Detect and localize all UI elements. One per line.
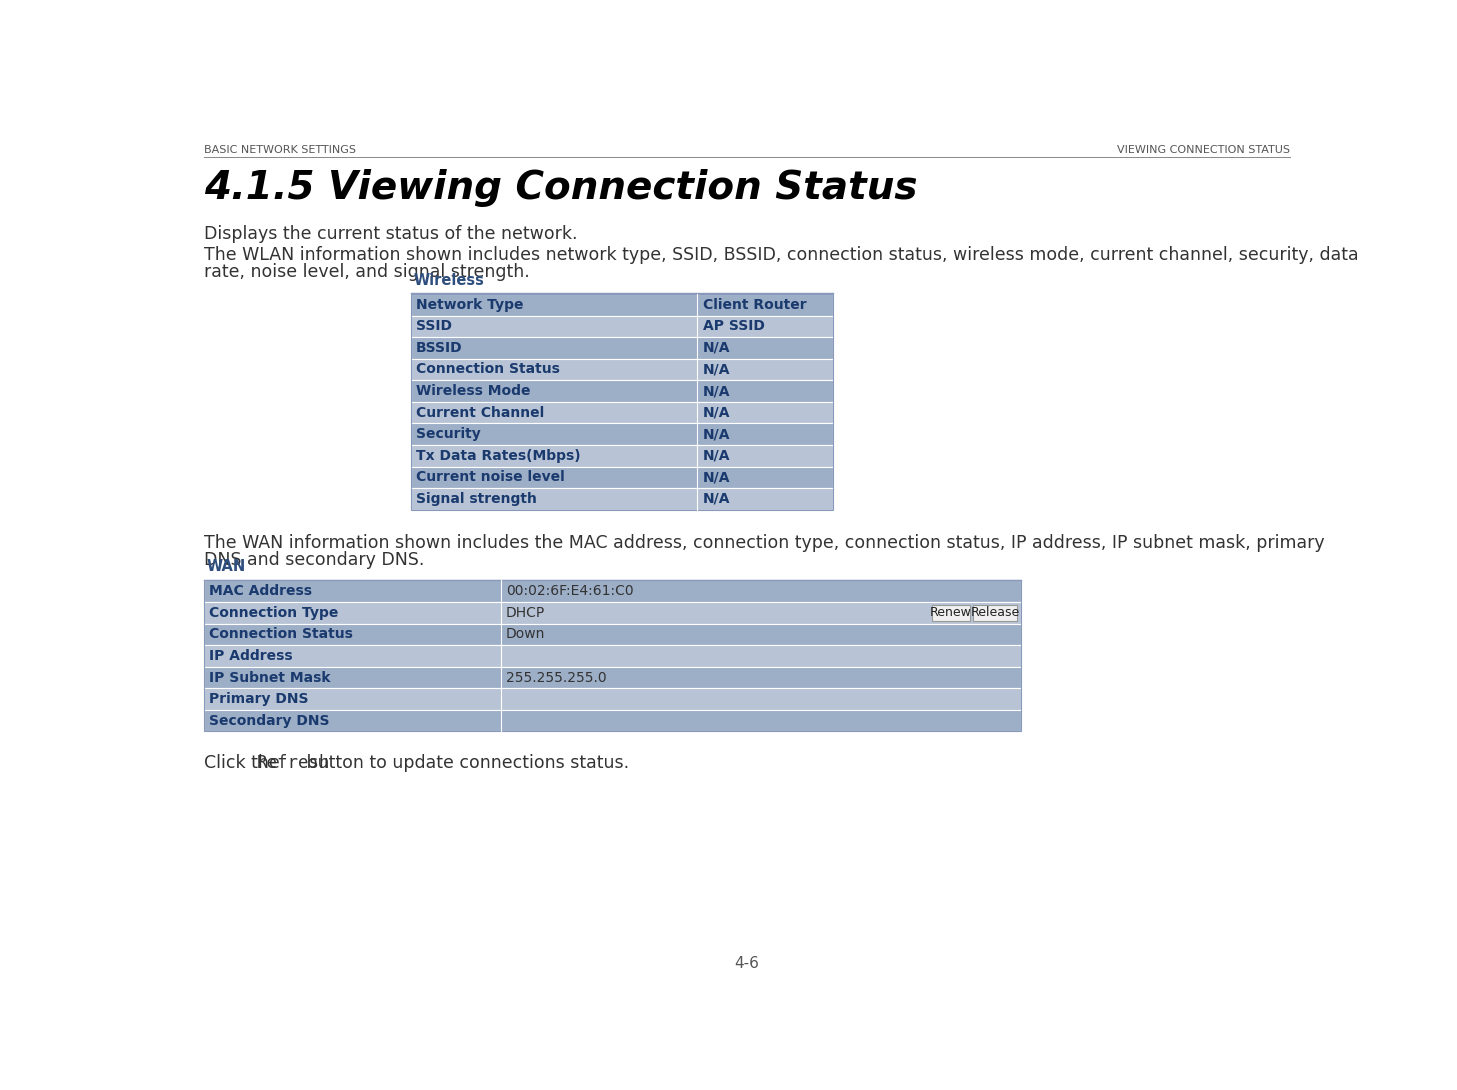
Text: Secondary DNS: Secondary DNS	[210, 714, 329, 728]
Text: N/A: N/A	[702, 405, 730, 420]
Text: IP Subnet Mask: IP Subnet Mask	[210, 670, 331, 685]
Bar	[204, 645, 1021, 667]
Text: N/A: N/A	[702, 341, 730, 355]
FancyBboxPatch shape	[973, 605, 1017, 620]
Text: Current Channel: Current Channel	[417, 405, 545, 420]
Bar	[204, 602, 1021, 623]
Text: BSSID: BSSID	[417, 341, 463, 355]
Text: Release: Release	[970, 606, 1020, 619]
Text: N/A: N/A	[702, 427, 730, 441]
Text: button to update connections status.: button to update connections status.	[302, 754, 629, 773]
Text: 4-6: 4-6	[734, 956, 759, 971]
Bar	[411, 380, 833, 402]
Text: N/A: N/A	[702, 363, 730, 376]
Bar	[411, 445, 833, 467]
Text: rate, noise level, and signal strength.: rate, noise level, and signal strength.	[204, 264, 529, 281]
Text: N/A: N/A	[702, 492, 730, 506]
Bar	[411, 337, 833, 359]
Text: 4.1.5 Viewing Connection Status: 4.1.5 Viewing Connection Status	[204, 169, 918, 207]
Bar	[204, 710, 1021, 731]
FancyBboxPatch shape	[931, 605, 970, 620]
Bar	[204, 581, 1021, 602]
Bar	[411, 359, 833, 380]
Text: Displays the current status of the network.: Displays the current status of the netwo…	[204, 225, 577, 243]
Bar	[411, 294, 833, 510]
Text: 00:02:6F:E4:61:C0: 00:02:6F:E4:61:C0	[506, 584, 634, 598]
Text: Network Type: Network Type	[417, 298, 523, 312]
Text: Current noise level: Current noise level	[417, 470, 565, 484]
Text: Refresh: Refresh	[256, 754, 331, 773]
Text: N/A: N/A	[702, 470, 730, 484]
Text: DHCP: DHCP	[506, 606, 545, 620]
Text: VIEWING CONNECTION STATUS: VIEWING CONNECTION STATUS	[1116, 145, 1289, 155]
Text: AP SSID: AP SSID	[702, 319, 765, 334]
Text: Client Router: Client Router	[702, 298, 807, 312]
Text: Click the: Click the	[204, 754, 286, 773]
Text: Connection Status: Connection Status	[210, 628, 353, 641]
Text: Connection Type: Connection Type	[210, 606, 338, 620]
Bar	[204, 623, 1021, 645]
Bar	[411, 467, 833, 488]
Text: The WAN information shown includes the MAC address, connection type, connection : The WAN information shown includes the M…	[204, 534, 1324, 553]
Text: The WLAN information shown includes network type, SSID, BSSID, connection status: The WLAN information shown includes netw…	[204, 246, 1358, 264]
Text: Wireless: Wireless	[414, 272, 484, 288]
Text: IP Address: IP Address	[210, 649, 293, 663]
Bar	[204, 581, 1021, 731]
Text: Down: Down	[506, 628, 545, 641]
Text: Wireless Mode: Wireless Mode	[417, 384, 530, 398]
Text: Tx Data Rates(Mbps): Tx Data Rates(Mbps)	[417, 449, 581, 463]
Bar	[411, 316, 833, 337]
Text: SSID: SSID	[417, 319, 452, 334]
Bar	[204, 667, 1021, 688]
Bar	[204, 688, 1021, 710]
Text: Security: Security	[417, 427, 481, 441]
Text: BASIC NETWORK SETTINGS: BASIC NETWORK SETTINGS	[204, 145, 356, 155]
Text: Connection Status: Connection Status	[417, 363, 559, 376]
Text: MAC Address: MAC Address	[210, 584, 312, 598]
Text: Renew: Renew	[930, 606, 972, 619]
Bar	[411, 488, 833, 510]
Text: DNS and secondary DNS.: DNS and secondary DNS.	[204, 552, 424, 569]
Bar	[411, 294, 833, 316]
Text: 255.255.255.0: 255.255.255.0	[506, 670, 606, 685]
Text: WAN: WAN	[205, 559, 245, 574]
Bar	[411, 423, 833, 445]
Text: N/A: N/A	[702, 384, 730, 398]
Bar	[411, 402, 833, 423]
Text: N/A: N/A	[702, 449, 730, 463]
Text: Signal strength: Signal strength	[417, 492, 538, 506]
Text: Primary DNS: Primary DNS	[210, 692, 309, 706]
